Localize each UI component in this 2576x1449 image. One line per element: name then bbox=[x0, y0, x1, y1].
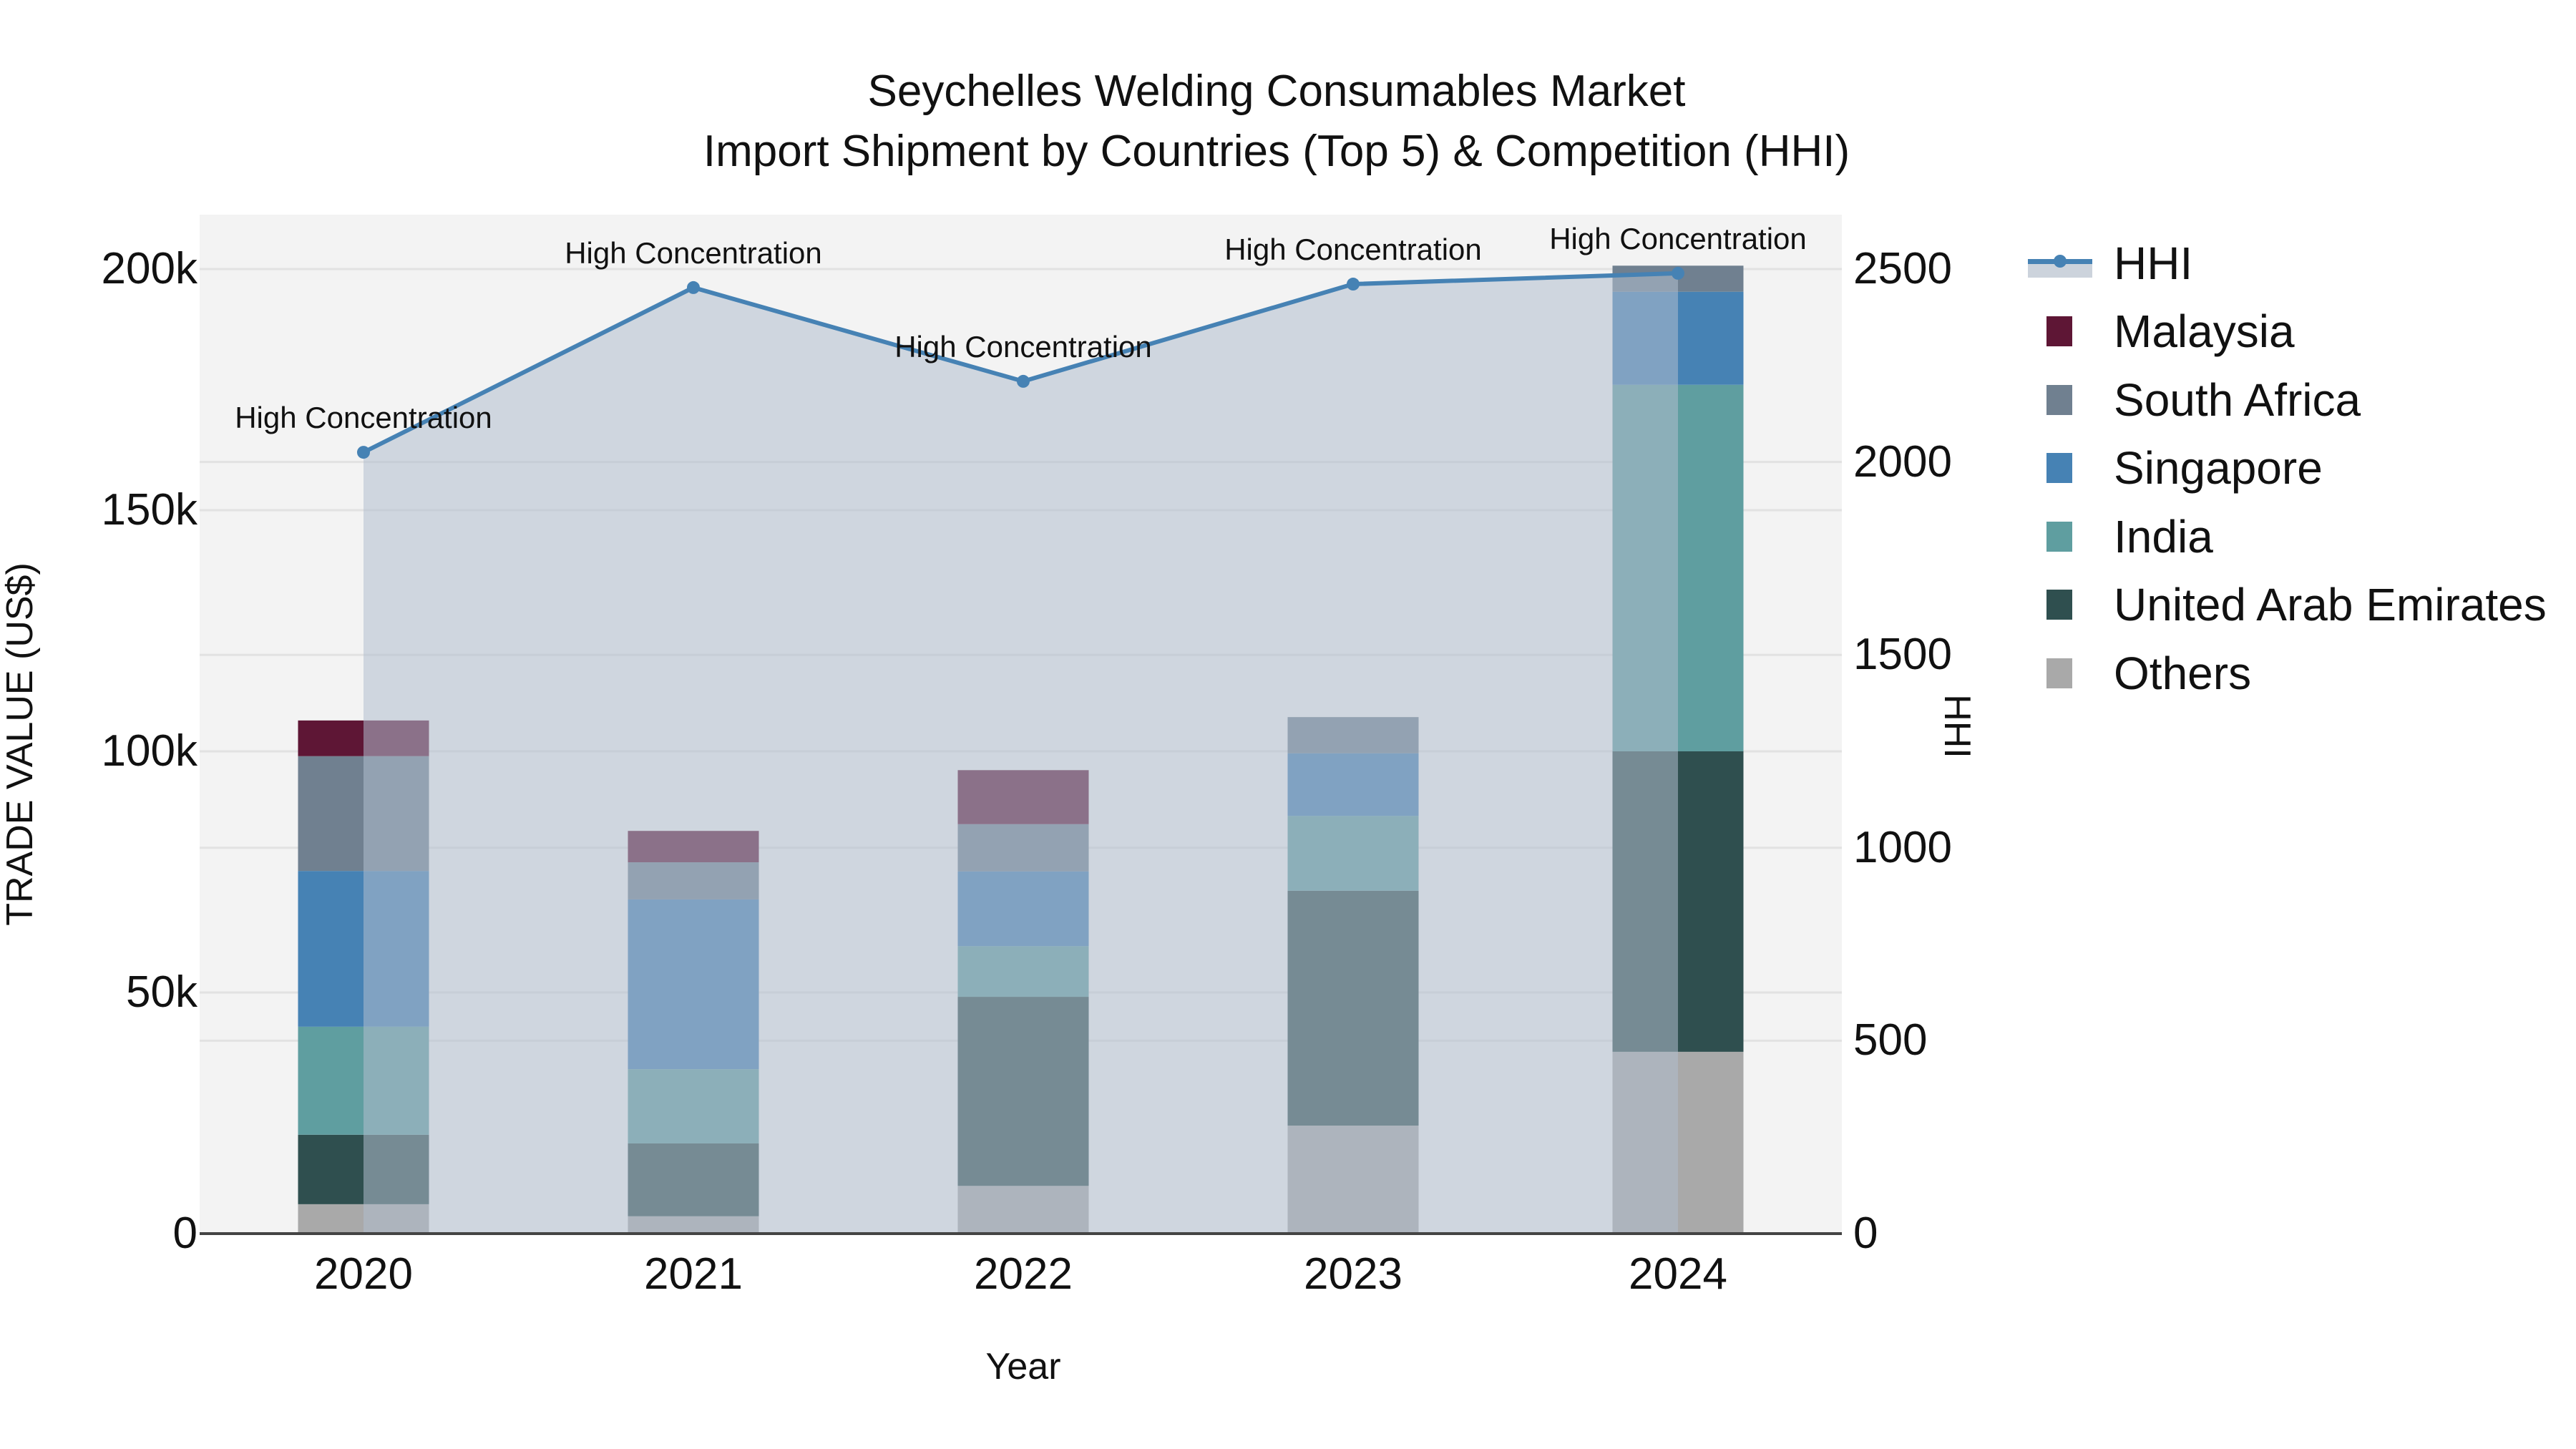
color-swatch-icon bbox=[2046, 521, 2072, 552]
x-tick-label: 2021 bbox=[644, 1249, 743, 1299]
legend-item-others[interactable]: Others bbox=[2011, 639, 2547, 708]
legend-label: United Arab Emirates bbox=[2114, 579, 2547, 631]
hhi-annotation: High Concentration bbox=[894, 329, 1152, 364]
legend-label: HHI bbox=[2114, 237, 2193, 289]
legend-label: India bbox=[2114, 510, 2213, 562]
y2-tick-label: 1500 bbox=[1853, 630, 1952, 680]
x-axis-label: Year bbox=[985, 1346, 1061, 1387]
legend: HHI Malaysia South Africa Singapore India Uni… bbox=[2011, 229, 2547, 708]
legend-label: Singapore bbox=[2114, 442, 2323, 494]
y-tick-label: 150k bbox=[101, 485, 197, 535]
legend-item-hhi[interactable]: HHI bbox=[2011, 229, 2547, 298]
hhi-marker bbox=[1347, 278, 1360, 291]
x-tick-label: 2022 bbox=[974, 1249, 1073, 1299]
hhi-annotation: High Concentration bbox=[1549, 221, 1807, 255]
hhi-marker bbox=[687, 280, 700, 294]
color-swatch-icon bbox=[2046, 384, 2072, 415]
y2-tick-label: 0 bbox=[1853, 1209, 1878, 1258]
y-axis-label: TRADE VALUE (US$) bbox=[0, 562, 41, 926]
y-tick-label: 100k bbox=[101, 726, 197, 776]
legend-item-united-arab-emirates[interactable]: United Arab Emirates bbox=[2011, 571, 2547, 640]
legend-item-malaysia[interactable]: Malaysia bbox=[2011, 298, 2547, 366]
legend-item-south-africa[interactable]: South Africa bbox=[2011, 366, 2547, 434]
hhi-marker bbox=[357, 446, 370, 459]
hhi-annotation: High Concentration bbox=[565, 235, 822, 270]
y2-axis-label: HHI bbox=[1936, 694, 1978, 758]
y-tick-label: 200k bbox=[101, 244, 197, 293]
x-tick-label: 2024 bbox=[1629, 1249, 1727, 1299]
hhi-area bbox=[364, 273, 1678, 1234]
legend-item-singapore[interactable]: Singapore bbox=[2011, 434, 2547, 503]
color-swatch-icon bbox=[2046, 590, 2072, 620]
y2-tick-label: 1000 bbox=[1853, 822, 1952, 872]
chart-title-line-1: Seychelles Welding Consumables Market bbox=[867, 67, 1686, 116]
x-tick-label: 2020 bbox=[314, 1249, 413, 1299]
line-marker-icon bbox=[2028, 248, 2092, 279]
hhi-annotation: High Concentration bbox=[235, 401, 492, 435]
legend-item-india[interactable]: India bbox=[2011, 502, 2547, 571]
y-tick-label: 0 bbox=[172, 1209, 197, 1258]
color-swatch-icon bbox=[2046, 316, 2072, 347]
hhi-marker bbox=[1017, 374, 1030, 388]
y2-tick-label: 500 bbox=[1853, 1015, 1928, 1065]
x-tick-label: 2023 bbox=[1304, 1249, 1402, 1299]
hhi-marker bbox=[1672, 266, 1684, 280]
hhi-annotation: High Concentration bbox=[1224, 233, 1482, 267]
color-swatch-icon bbox=[2046, 658, 2072, 688]
y2-tick-label: 2000 bbox=[1853, 436, 1952, 487]
y2-tick-label: 2500 bbox=[1853, 244, 1952, 293]
legend-label: Malaysia bbox=[2114, 306, 2295, 358]
color-swatch-icon bbox=[2046, 453, 2072, 484]
chart-title-line-2: Import Shipment by Countries (Top 5) & C… bbox=[703, 127, 1850, 176]
legend-label: South Africa bbox=[2114, 374, 2361, 426]
y-tick-label: 50k bbox=[126, 967, 197, 1017]
legend-label: Others bbox=[2114, 647, 2252, 699]
